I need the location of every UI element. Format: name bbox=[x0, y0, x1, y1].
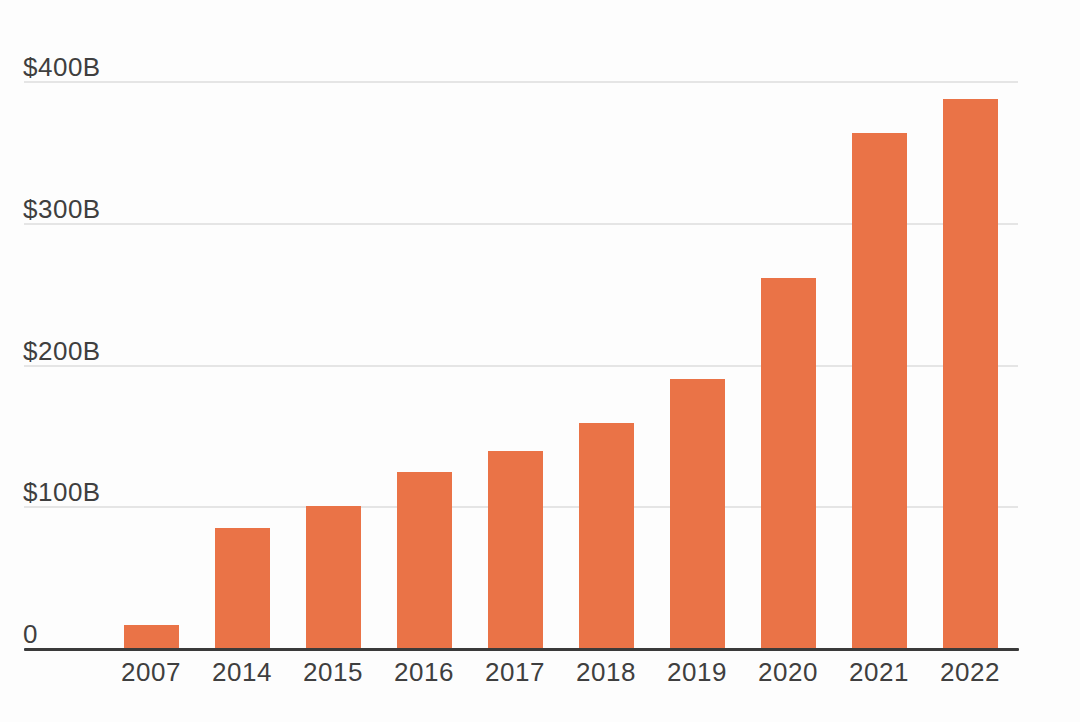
x-tick-label-2022: 2022 bbox=[915, 659, 1025, 685]
bar-2021 bbox=[852, 133, 907, 648]
x-axis-line bbox=[24, 648, 1019, 651]
bar-2020 bbox=[761, 278, 816, 648]
y-tick-label: $100B bbox=[23, 479, 101, 505]
y-tick-label: $400B bbox=[23, 54, 101, 80]
bar-2014 bbox=[215, 528, 270, 648]
bar-2022 bbox=[943, 99, 998, 648]
gridline-400 bbox=[24, 81, 1018, 83]
bar-2015 bbox=[306, 506, 361, 648]
bar-2019 bbox=[670, 379, 725, 648]
y-tick-label: $200B bbox=[23, 338, 101, 364]
bar-chart-figure: 0$100B$200B$300B$400B2007201420152016201… bbox=[0, 0, 1080, 722]
bar-2017 bbox=[488, 451, 543, 648]
bar-2016 bbox=[397, 472, 452, 648]
plot-area: 0$100B$200B$300B$400B2007201420152016201… bbox=[0, 0, 1080, 722]
y-tick-label: $300B bbox=[23, 196, 101, 222]
bar-2018 bbox=[579, 423, 634, 648]
y-tick-label: 0 bbox=[23, 621, 38, 647]
bar-2007 bbox=[124, 625, 179, 648]
